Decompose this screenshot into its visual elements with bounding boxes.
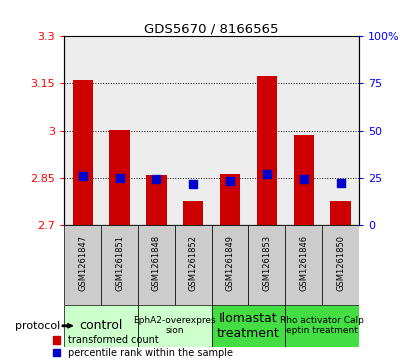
Text: GSM1261850: GSM1261850: [336, 235, 345, 291]
Point: [300, 176, 307, 182]
Bar: [249, 225, 286, 305]
Bar: [64, 36, 101, 225]
Bar: [64, 305, 138, 347]
Point: [116, 175, 123, 181]
Text: control: control: [79, 319, 123, 332]
Bar: [293, 135, 314, 225]
Bar: [212, 305, 286, 347]
Text: GSM1261846: GSM1261846: [299, 235, 308, 291]
Point: [264, 171, 270, 177]
Bar: [286, 36, 322, 225]
Text: GSM1261848: GSM1261848: [152, 235, 161, 291]
Point: [337, 180, 344, 185]
Text: Rho activator Calp
eptin treatment: Rho activator Calp eptin treatment: [280, 316, 364, 335]
Bar: [322, 36, 359, 225]
Bar: [212, 225, 249, 305]
Text: protocol: protocol: [15, 321, 60, 331]
Text: EphA2-overexpres
sion: EphA2-overexpres sion: [134, 316, 216, 335]
Bar: [322, 225, 359, 305]
Bar: [146, 175, 166, 225]
Bar: [257, 76, 277, 225]
Text: Ilomastat
treatment: Ilomastat treatment: [217, 312, 280, 340]
Bar: [330, 201, 351, 225]
Bar: [73, 80, 93, 225]
Point: [79, 173, 86, 179]
Text: GSM1261853: GSM1261853: [262, 235, 271, 291]
Bar: [175, 225, 212, 305]
Bar: [175, 36, 212, 225]
Bar: [101, 225, 138, 305]
Bar: [286, 305, 359, 347]
Bar: [212, 36, 249, 225]
Bar: [249, 36, 286, 225]
Title: GDS5670 / 8166565: GDS5670 / 8166565: [144, 22, 279, 35]
Bar: [110, 130, 130, 225]
Point: [153, 176, 160, 182]
Bar: [183, 201, 203, 225]
Point: [190, 181, 197, 187]
Bar: [138, 36, 175, 225]
Point: [227, 178, 233, 184]
Bar: [138, 305, 212, 347]
Text: GSM1261849: GSM1261849: [226, 235, 234, 291]
Bar: [101, 36, 138, 225]
Text: GSM1261847: GSM1261847: [78, 235, 87, 291]
Legend: transformed count, percentile rank within the sample: transformed count, percentile rank withi…: [53, 335, 233, 358]
Bar: [286, 225, 322, 305]
Text: GSM1261851: GSM1261851: [115, 235, 124, 291]
Text: GSM1261852: GSM1261852: [189, 235, 198, 291]
Bar: [64, 225, 101, 305]
Bar: [220, 174, 240, 225]
Bar: [138, 225, 175, 305]
